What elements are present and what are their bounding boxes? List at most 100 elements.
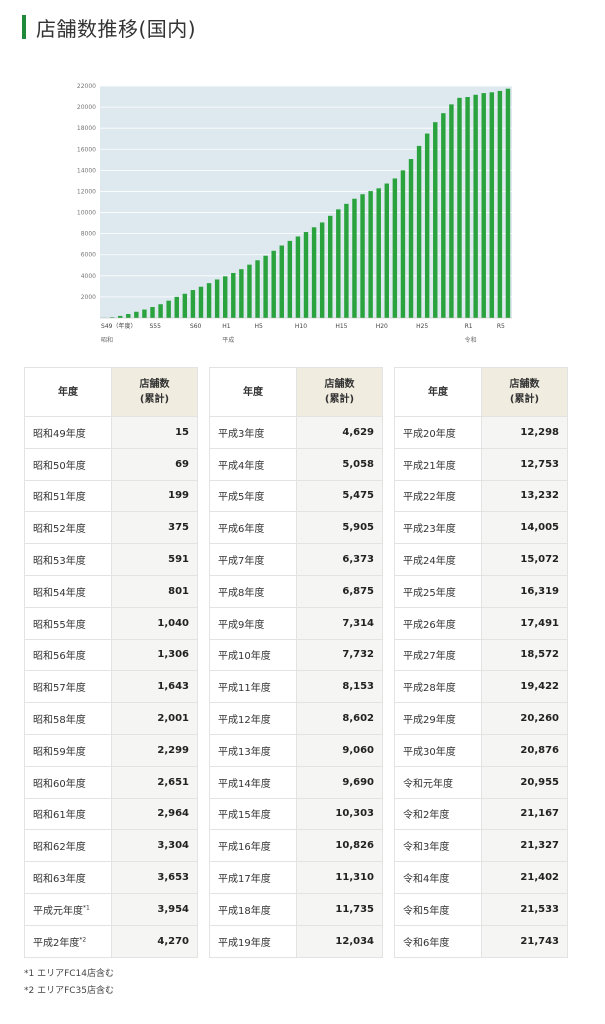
store-count-cell: 1,306: [111, 638, 198, 672]
store-count-cell: 10,826: [296, 829, 383, 863]
year-label: 令和5年度: [403, 905, 450, 917]
year-cell: 昭和57年度: [24, 670, 112, 704]
bar: [279, 245, 284, 318]
x-tick-label: S60: [190, 323, 202, 330]
x-tick-label: S55: [150, 323, 162, 330]
bar: [190, 290, 196, 318]
store-count-cell: 199: [111, 479, 198, 513]
year-cell: 令和元年度: [394, 765, 482, 799]
store-count-cell: 3,954: [111, 892, 198, 926]
table-row: 平成28年度 19,422: [394, 670, 568, 704]
year-label: 平成6年度: [218, 524, 265, 536]
table-row: 平成29年度 20,260: [394, 702, 568, 735]
store-count-cell: 21,743: [481, 924, 568, 958]
year-label: 令和2年度: [403, 810, 450, 822]
year-cell: 令和2年度: [394, 797, 482, 831]
year-cell: 平成24年度: [394, 543, 482, 576]
table-row: 昭和58年度 2,001: [24, 702, 198, 735]
table-row: 平成15年度 10,303: [209, 797, 383, 831]
year-label: 昭和61年度: [33, 810, 86, 822]
year-cell: 昭和50年度: [24, 447, 112, 481]
store-count-cell: 7,314: [296, 606, 383, 640]
store-count-cell: 9,060: [296, 733, 383, 767]
year-label: 昭和53年度: [33, 556, 86, 568]
bar: [457, 97, 462, 318]
year-cell: 平成5年度: [209, 479, 297, 513]
bar: [360, 194, 365, 318]
era-label: 昭和: [101, 336, 113, 344]
year-column-header: 年度: [394, 367, 482, 417]
year-cell: 平成12年度: [209, 702, 297, 735]
bar: [376, 188, 381, 318]
store-count-header-line1: 店舗数: [324, 379, 355, 390]
year-label: 昭和63年度: [33, 874, 86, 886]
table-row: 平成8年度 6,875: [209, 574, 383, 608]
table-row: 昭和53年度 591: [24, 543, 198, 576]
year-cell: 平成18年度: [209, 892, 297, 926]
table-row: 平成3年度 4,629: [209, 416, 383, 449]
x-tick-label: H10: [295, 323, 307, 330]
year-label: 昭和60年度: [33, 778, 86, 790]
bar: [158, 304, 163, 318]
store-count-cell: 19,422: [481, 670, 568, 704]
store-count-cell: 11,310: [296, 861, 383, 894]
bar: [255, 260, 260, 318]
year-cell: 平成27年度: [394, 638, 482, 672]
table-row: 令和元年度 20,955: [394, 765, 568, 799]
store-count-cell: 21,402: [481, 861, 568, 894]
y-tick-label: 20000: [77, 104, 96, 111]
store-count-cell: 4,270: [111, 924, 198, 958]
bar: [319, 222, 325, 318]
year-label: 平成12年度: [218, 715, 271, 727]
footnote-mark: *1: [83, 904, 90, 912]
year-label: 平成23年度: [403, 524, 456, 536]
bar: [295, 236, 301, 318]
store-count-cell: 2,964: [111, 797, 198, 831]
year-cell: 平成30年度: [394, 733, 482, 767]
bar: [408, 159, 414, 318]
year-cell: 令和6年度: [394, 924, 482, 958]
y-tick-label: 22000: [77, 83, 96, 90]
year-cell: 昭和54年度: [24, 574, 112, 608]
store-count-cell: 3,653: [111, 861, 198, 894]
bar: [198, 286, 204, 318]
year-label: 平成16年度: [218, 842, 271, 854]
year-label: 平成2年度: [33, 937, 80, 949]
store-count-table-2: 年度 店舗数 (累計) 平成3年度 4,629 平成4年度 5,058 平成5年度 5,475 平…: [209, 367, 383, 958]
store-count-cell: 801: [111, 574, 198, 608]
bar: [481, 93, 486, 318]
bar: [239, 269, 244, 318]
year-cell: 平成28年度: [394, 670, 482, 704]
footnote-mark: *2: [79, 936, 87, 944]
store-count-cell: 6,373: [296, 543, 383, 576]
store-count-cell: 5,058: [296, 447, 383, 481]
store-count-cell: 10,303: [296, 797, 383, 831]
store-count-cell: 13,232: [481, 479, 568, 513]
bar: [449, 104, 454, 318]
y-tick-label: 12000: [77, 188, 96, 195]
year-cell: 昭和52年度: [24, 511, 112, 545]
store-count-cell: 14,005: [481, 511, 568, 545]
table-row: 平成17年度 11,310: [209, 861, 383, 894]
page-title: 店舗数推移(国内): [22, 14, 196, 41]
table-row: 昭和54年度 801: [24, 574, 198, 608]
year-cell: 昭和58年度: [24, 702, 112, 735]
table-row: 昭和61年度 2,964: [24, 797, 198, 831]
x-tick-label: H20: [376, 323, 388, 330]
bar: [174, 296, 179, 318]
table-row: 平成21年度 12,753: [394, 447, 568, 481]
bar: [206, 283, 212, 318]
bar: [368, 191, 373, 318]
store-count-cell: 2,001: [111, 702, 198, 735]
year-cell: 平成11年度: [209, 670, 297, 704]
table-row: 平成23年度 14,005: [394, 511, 568, 545]
y-tick-label: 2000: [81, 294, 96, 301]
table-row: 平成13年度 9,060: [209, 733, 383, 767]
footnote-2: *2 エリアFC35店含む: [24, 986, 115, 996]
store-count-header-line2: (累計): [509, 394, 540, 405]
year-cell: 平成14年度: [209, 765, 297, 799]
table-row: 平成2年度*2 4,270: [24, 924, 198, 958]
store-count-cell: 1,040: [111, 606, 198, 640]
store-count-cell: 12,034: [296, 924, 383, 958]
table-row: 令和3年度 21,327: [394, 829, 568, 863]
